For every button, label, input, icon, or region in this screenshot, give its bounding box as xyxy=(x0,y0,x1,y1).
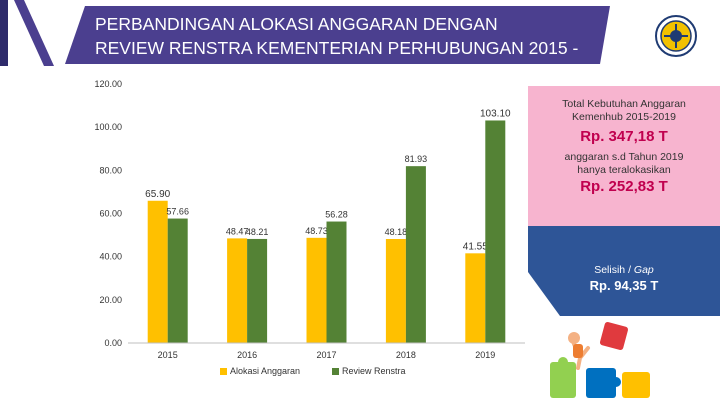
bar-alokasi-anggaran xyxy=(147,200,168,343)
data-label: 57.66 xyxy=(166,207,189,217)
header-accent-bars xyxy=(0,0,54,66)
y-tick-label: 40.00 xyxy=(99,252,122,262)
bar-alokasi-anggaran xyxy=(465,253,486,343)
x-tick-label: 2018 xyxy=(396,350,416,360)
allocated-label: anggaran s.d Tahun 2019 hanya teralokasi… xyxy=(564,151,684,176)
legend-label: Review Renstra xyxy=(342,366,406,376)
x-tick-label: 2015 xyxy=(158,350,178,360)
total-need-label: Total Kebutuhan Anggaran Kemenhub 2015-2… xyxy=(562,98,686,123)
bar-alokasi-anggaran xyxy=(227,238,248,343)
x-axis: 2015 2016 2017 2018 2019 xyxy=(128,342,525,360)
x-tick-label: 2016 xyxy=(237,350,257,360)
summary-panel: Total Kebutuhan Anggaran Kemenhub 2015-2… xyxy=(528,86,720,226)
gap-label-italic: Gap xyxy=(633,264,654,276)
title-banner xyxy=(65,6,610,64)
data-label: 65.90 xyxy=(145,189,170,200)
page-title: PERBANDINGAN ALOKASI ANGGARAN DENGAN REV… xyxy=(95,12,615,84)
chart-legend: Alokasi Anggaran Review Renstra xyxy=(220,366,406,376)
bar-alokasi-anggaran xyxy=(385,239,406,343)
data-label: 48.47 xyxy=(226,226,249,236)
bar-review-renstra xyxy=(247,238,268,343)
gap-arrow-shape xyxy=(528,226,720,316)
y-tick-label: 60.00 xyxy=(99,209,122,219)
gap-label-prefix: Selisih / xyxy=(594,264,634,276)
gap-label: Selisih / Gap xyxy=(528,264,720,276)
data-label: 48.18 xyxy=(385,227,408,237)
bar-review-renstra xyxy=(485,120,506,343)
y-tick-label: 0.00 xyxy=(104,338,122,348)
bar-review-renstra xyxy=(326,221,347,343)
data-label: 41.55 xyxy=(463,241,488,252)
bar-review-renstra xyxy=(167,218,188,343)
page-title-line-1: PERBANDINGAN ALOKASI ANGGARAN DENGAN xyxy=(95,14,498,34)
bar-alokasi-anggaran xyxy=(306,237,327,343)
x-tick-label: 2017 xyxy=(316,350,336,360)
legend-label: Alokasi Anggaran xyxy=(230,366,300,376)
ministry-emblem-icon xyxy=(655,15,697,57)
header: PERBANDINGAN ALOKASI ANGGARAN DENGAN REV… xyxy=(0,0,720,82)
y-axis: 0.00 20.00 40.00 60.00 80.00 100.00 120.00 xyxy=(94,79,122,348)
legend-swatch xyxy=(332,368,339,375)
page-title-line-2: REVIEW RENSTRA KEMENTERIAN PERHUBUNGAN 2… xyxy=(95,38,579,82)
puzzle-teamwork-icon xyxy=(550,321,650,398)
y-tick-label: 100.00 xyxy=(94,122,122,132)
legend-swatch xyxy=(220,368,227,375)
data-label: 81.93 xyxy=(405,154,428,164)
gap-value: Rp. 94,35 T xyxy=(589,278,659,293)
x-tick-label: 2019 xyxy=(475,350,495,360)
bar-review-renstra xyxy=(405,166,426,343)
allocated-value: Rp. 252,83 T xyxy=(580,178,668,195)
y-tick-label: 20.00 xyxy=(99,295,122,305)
bar-chart: 0.00 20.00 40.00 60.00 80.00 100.00 120.00 65.… xyxy=(94,79,525,376)
data-label: 56.28 xyxy=(325,210,348,220)
data-label: 103.10 xyxy=(480,108,511,119)
y-tick-label: 80.00 xyxy=(99,165,122,175)
data-label: 48.73 xyxy=(305,226,328,236)
gap-panel: Selisih / Gap Rp. 94,35 T xyxy=(528,226,720,316)
data-label: 48.21 xyxy=(246,227,269,237)
total-need-value: Rp. 347,18 T xyxy=(580,128,668,145)
y-tick-label: 120.00 xyxy=(94,79,122,89)
